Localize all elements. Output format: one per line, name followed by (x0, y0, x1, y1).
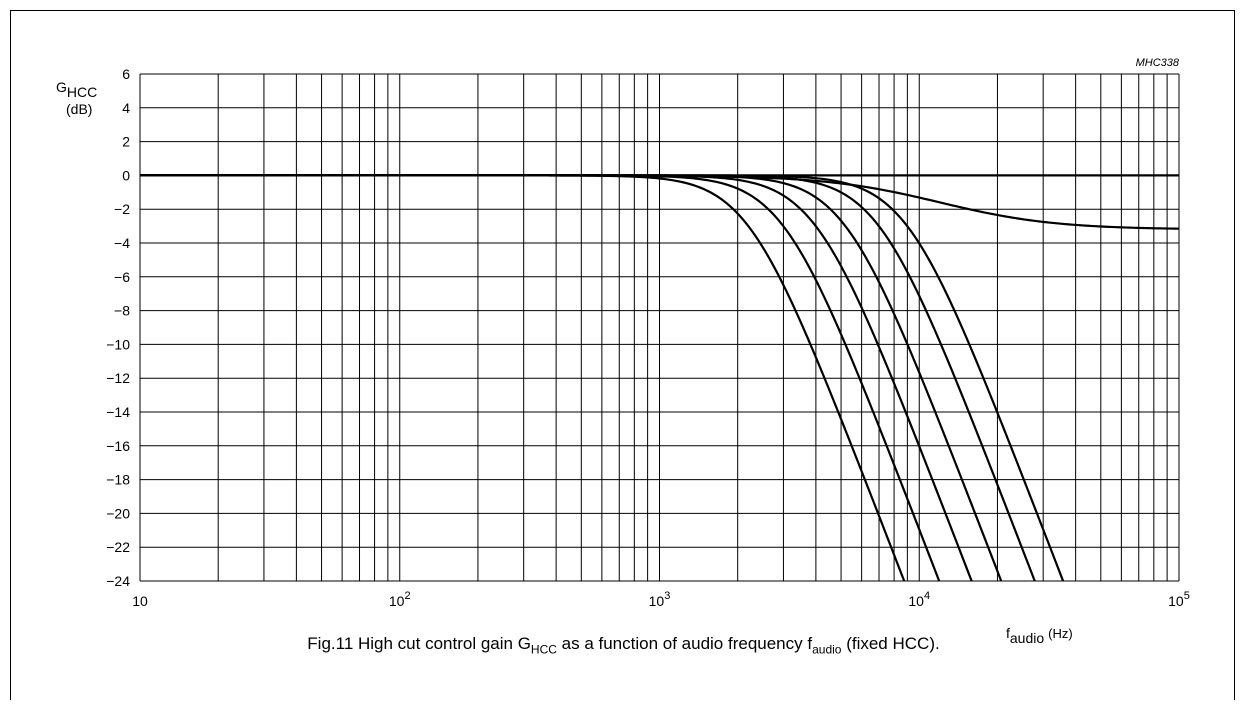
y-axis-label-main: G (56, 79, 67, 95)
caption-prefix: Fig.11 High cut control gain G (307, 634, 531, 653)
x-tick-label: 102 (389, 590, 411, 609)
caption-sub1: HCC (530, 642, 557, 657)
y-tick-label: −14 (106, 404, 130, 420)
y-tick-label: −12 (106, 370, 130, 386)
y-tick-label: 4 (122, 100, 130, 116)
y-axis-label-sub: HCC (67, 84, 97, 100)
svg-text:GHCC: GHCC (56, 79, 97, 100)
y-tick-label: −22 (106, 539, 130, 555)
y-tick-label: −10 (106, 336, 130, 352)
x-axis-label: faudio (Hz) (1006, 625, 1073, 646)
y-tick-label: 2 (122, 134, 130, 150)
x-tick-label: 104 (908, 590, 930, 609)
y-tick-label: −8 (114, 303, 130, 319)
y-tick-label: −4 (114, 235, 130, 251)
y-tick-label: 6 (122, 66, 130, 82)
figure-id: MHC338 (1136, 57, 1180, 69)
y-tick-label: −24 (106, 573, 130, 589)
y-tick-label: −20 (106, 505, 130, 521)
chart-series (140, 174, 1179, 581)
x-axis-label-main: f (1006, 625, 1010, 641)
y-tick-label: −6 (114, 269, 130, 285)
caption-middle: as a function of audio frequency f (556, 634, 813, 653)
caption-sub2: audio (812, 642, 842, 657)
figure-caption: Fig.11 High cut control gain GHCC as a f… (0, 634, 1247, 656)
x-tick-label: 10 (132, 593, 148, 609)
x-axis-label-sub: audio (1010, 630, 1044, 646)
y-tick-label: 0 (122, 167, 130, 183)
svg-text:faudio(Hz): faudio (Hz) (1006, 625, 1073, 646)
y-axis-label: GHCC (dB) (56, 79, 97, 117)
series-line-8 (140, 174, 906, 581)
caption-suffix: (fixed HCC). (841, 634, 940, 653)
y-tick-label: −2 (114, 201, 130, 217)
x-axis-label-unit: (Hz) (1048, 626, 1073, 641)
x-tick-label: 103 (649, 590, 671, 609)
x-tick-label: 105 (1168, 590, 1190, 609)
y-axis-label-unit: (dB) (66, 101, 92, 117)
figure-frame (10, 10, 1235, 700)
chart-grid (139, 73, 1180, 582)
y-tick-label: −18 (106, 472, 130, 488)
y-tick-label: −16 (106, 438, 130, 454)
